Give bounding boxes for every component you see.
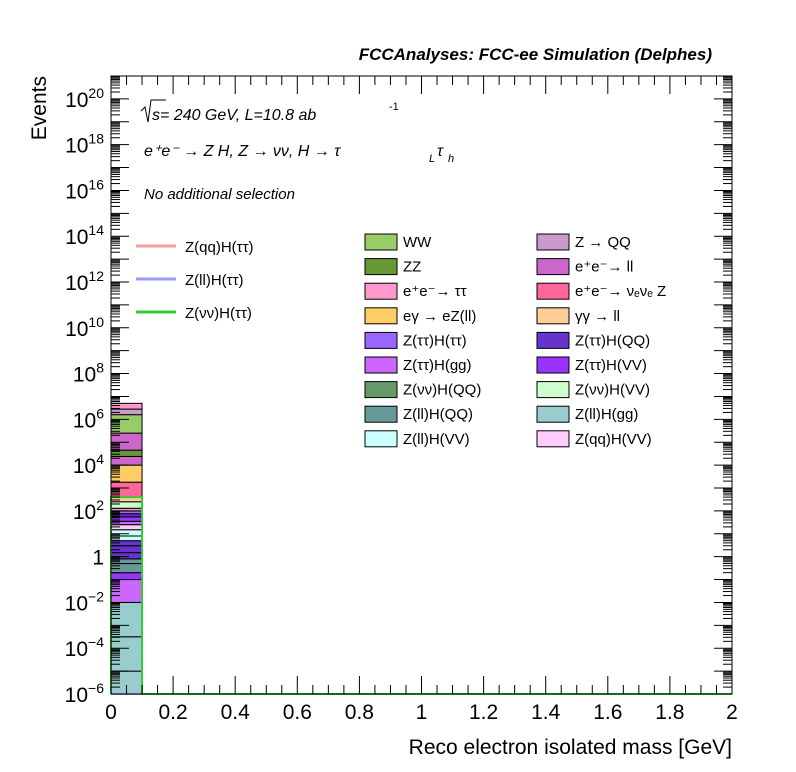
x-tick-label: 1.4	[531, 701, 561, 724]
process-sub-h: h	[448, 153, 454, 165]
legend-swatch	[536, 307, 570, 325]
legend-swatch	[536, 233, 570, 251]
stack-segment	[110, 535, 143, 542]
legend-swatch	[364, 381, 398, 399]
legend-label: Z(qq)H(ττ)	[185, 239, 254, 256]
y-tick-label: 10−4	[65, 634, 105, 661]
stack-segment	[110, 501, 143, 509]
energy-lumi-text: = 240 GeV, L=10.8 ab	[160, 107, 316, 124]
legend-swatch	[536, 405, 570, 423]
legend-label: Z(νν)H(VV)	[575, 382, 650, 399]
legend-swatch	[364, 258, 398, 276]
legend-swatch	[536, 356, 570, 374]
legend-label: Z(ττ)H(QQ)	[575, 332, 650, 349]
y-tick-label: 1014	[65, 222, 104, 249]
lumi-exponent: -1	[389, 101, 399, 113]
legend-swatch	[536, 430, 570, 448]
y-tick-label: 104	[73, 451, 104, 478]
stack-segment	[110, 558, 143, 565]
x-tick-label: 0.4	[221, 701, 251, 724]
x-tick-label: 0.8	[345, 701, 374, 724]
energy-annotation: s = 240 GeV, L=10.8 ab -1	[140, 99, 399, 124]
x-tick-label: 1.6	[593, 701, 622, 724]
legend-label: WW	[403, 234, 432, 251]
legend-swatch	[364, 405, 398, 423]
legend-label: γγ → ll	[575, 308, 620, 325]
y-tick-label: 1010	[65, 314, 104, 341]
y-tick-label: 1018	[65, 131, 104, 158]
y-tick-label: 106	[73, 405, 104, 432]
legend-swatch	[364, 331, 398, 349]
x-tick-label: 1.2	[469, 701, 498, 724]
legend-swatch	[364, 307, 398, 325]
stack-segment	[110, 545, 143, 554]
y-tick-label: 1016	[65, 176, 104, 203]
axes: 0 0.2 0.4 0.6 0.8 1 1.2 1.4 1.6 1.8 2 10−6 10−4 10−2 1…	[65, 76, 738, 724]
legend-label: ZZ	[403, 259, 421, 276]
stack-segment	[110, 455, 143, 466]
x-tick-label: 1	[416, 701, 428, 724]
legend-swatch	[364, 233, 398, 251]
legend-swatch	[364, 430, 398, 448]
signal-legend: Z(qq)H(ττ) Z(ll)H(ττ) Z(νν)H(ττ)	[136, 239, 254, 322]
legend-label: Z(ll)H(VV)	[403, 431, 470, 448]
stack-segment	[110, 414, 143, 434]
process-sub-L: L	[429, 153, 435, 165]
legend-swatch	[364, 356, 398, 374]
legend-label: Z(ττ)H(gg)	[403, 357, 472, 374]
legend-label: e⁺e⁻→ ττ	[403, 283, 467, 300]
legend-label: Z(qq)H(VV)	[575, 431, 652, 448]
legend-swatch	[536, 282, 570, 300]
legend-label: Z(ττ)H(VV)	[575, 357, 647, 374]
process-text: e⁺e⁻ → Z H, Z → νν, H → τ	[144, 143, 341, 160]
process-annotation: e⁺e⁻ → Z H, Z → νν, H → τ L τ h	[144, 143, 454, 165]
x-axis-label: Reco electron isolated mass [GeV]	[409, 736, 732, 759]
legend-label: eγ → eZ(ll)	[403, 308, 476, 325]
stacked-bars	[110, 402, 143, 695]
legend-swatch	[536, 258, 570, 276]
legend-label: Z(νν)H(ττ)	[185, 305, 252, 322]
legend-label: e⁺e⁻→ νₑνₑ Z	[575, 283, 666, 300]
legend-label: Z(ττ)H(ττ)	[403, 332, 467, 349]
x-tick-label: 0	[105, 701, 117, 724]
y-tick-label: 1	[92, 547, 104, 570]
x-tick-label: 0.2	[158, 701, 187, 724]
x-tick-label: 2	[726, 701, 738, 724]
y-tick-label: 102	[73, 497, 104, 524]
legend-label: Z(νν)H(QQ)	[403, 382, 481, 399]
y-tick-label: 108	[73, 360, 104, 387]
legend-label: Z(ll)H(ττ)	[185, 272, 244, 289]
stack-segment	[110, 408, 143, 416]
legend-label: Z → QQ	[575, 234, 631, 251]
selection-annotation: No additional selection	[144, 186, 295, 203]
background-legend: WW Z → QQ ZZ e⁺e⁻→ ll e⁺e⁻→ ττ e⁺e⁻→ νₑνₑ Z eγ…	[364, 233, 666, 448]
legend-swatch	[536, 331, 570, 349]
y-tick-label: 1020	[65, 85, 104, 112]
y-tick-label: 10−2	[65, 588, 105, 615]
legend-label: Z(ll)H(QQ)	[403, 406, 473, 423]
legend-label: Z(ll)H(gg)	[575, 406, 638, 423]
x-tick-label: 0.6	[283, 701, 312, 724]
stack-segment	[110, 572, 143, 581]
y-tick-label: 1012	[65, 268, 104, 295]
stack-segment	[110, 563, 143, 574]
sqrt-s-symbol: s	[152, 107, 160, 124]
legend-label: e⁺e⁻→ ll	[575, 259, 633, 276]
stack-segment	[110, 636, 143, 672]
y-axis-label: Events	[28, 76, 51, 140]
x-tick-label: 1.8	[655, 701, 684, 724]
y-tick-label: 10−6	[65, 680, 105, 707]
legend-swatch	[364, 282, 398, 300]
legend-swatch	[536, 381, 570, 399]
chart-title: FCCAnalyses: FCC-ee Simulation (Delphes)	[359, 45, 713, 64]
process-tau: τ	[437, 143, 444, 160]
